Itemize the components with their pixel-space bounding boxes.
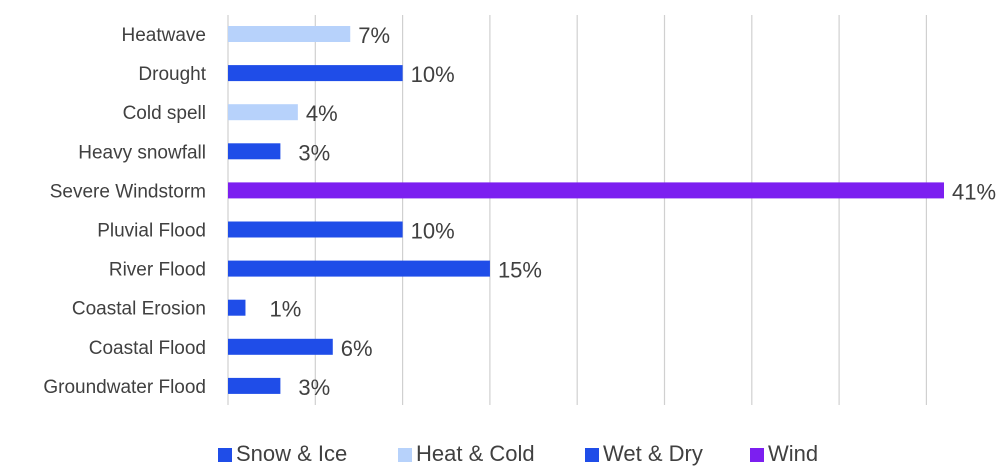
bar-cold-spell [228, 104, 298, 121]
legend-label-wind: Wind [768, 441, 818, 466]
category-label-drought: Drought [138, 64, 206, 85]
bar-groundwater-flood [228, 377, 281, 394]
category-label-coastal-flood: Coastal Flood [89, 338, 206, 359]
category-label-heatwave: Heatwave [122, 25, 207, 46]
bar-coastal-flood [228, 338, 333, 355]
bar-pluvial-flood [228, 221, 403, 238]
bar-drought [228, 65, 403, 82]
legend-swatch-wet-dry [585, 448, 599, 462]
value-label-heavy-snowfall: 3% [298, 140, 330, 165]
category-label-coastal-erosion: Coastal Erosion [72, 299, 206, 320]
legend-label-wet-dry: Wet & Dry [603, 441, 703, 466]
category-label-heavy-snowfall: Heavy snowfall [78, 142, 206, 163]
category-labels: Heatwave Drought Cold spell Heavy snowfall S… [43, 25, 206, 398]
legend-swatch-wind [750, 448, 764, 462]
legend-swatch-snow-ice [218, 448, 232, 462]
legend-label-heat-cold: Heat & Cold [416, 441, 535, 466]
legend-swatch-heat-cold [398, 448, 412, 462]
value-labels: 7% 10% 4% 3% 41% 10% 15% 1% 6% 3% [269, 23, 996, 400]
value-label-severe-windstorm: 41% [952, 179, 996, 204]
value-label-coastal-flood: 6% [341, 336, 373, 361]
category-label-river-flood: River Flood [109, 260, 206, 281]
category-label-cold-spell: Cold spell [123, 103, 206, 124]
bar-river-flood [228, 260, 490, 277]
value-label-groundwater-flood: 3% [298, 375, 330, 400]
bar-heavy-snowfall [228, 143, 281, 160]
bars [228, 26, 944, 394]
value-label-pluvial-flood: 10% [411, 219, 455, 244]
value-label-coastal-erosion: 1% [269, 297, 301, 322]
value-label-cold-spell: 4% [306, 101, 338, 126]
category-label-severe-windstorm: Severe Windstorm [50, 181, 206, 202]
legend: Snow & Ice Heat & Cold Wet & Dry Wind [218, 441, 818, 466]
bar-heatwave [228, 26, 351, 42]
legend-label-snow-ice: Snow & Ice [236, 441, 347, 466]
bar-severe-windstorm [228, 182, 944, 199]
value-label-river-flood: 15% [498, 258, 542, 283]
value-label-heatwave: 7% [358, 23, 390, 48]
category-label-groundwater-flood: Groundwater Flood [43, 377, 206, 398]
category-label-pluvial-flood: Pluvial Flood [97, 221, 206, 242]
bar-coastal-erosion [228, 299, 246, 316]
value-label-drought: 10% [411, 62, 455, 87]
